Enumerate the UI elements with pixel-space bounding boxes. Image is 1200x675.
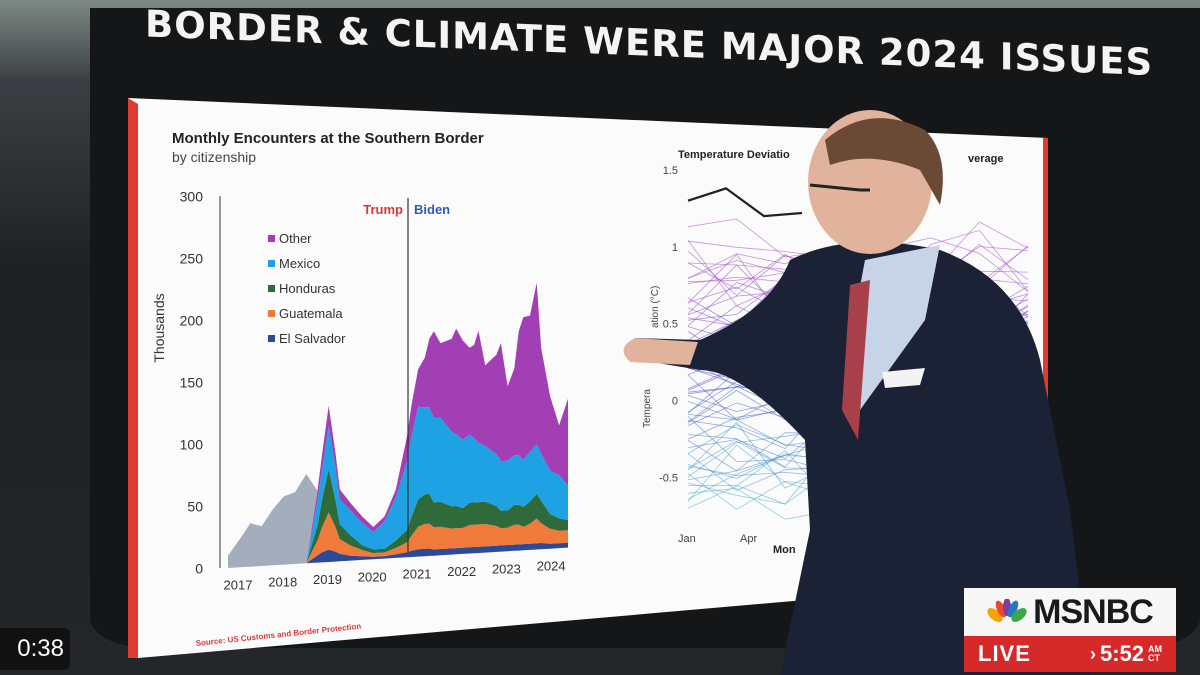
live-time-group: › 5:52 AM CT (1090, 641, 1162, 667)
live-label: LIVE (978, 641, 1031, 666)
right-x-tick-label: Jan (678, 533, 696, 545)
am-label: AM (1148, 644, 1162, 654)
left-chart-subtitle: by citizenship (172, 149, 256, 165)
y-tick-label: 250 (180, 250, 204, 266)
right-y-tick-label: -0.5 (659, 472, 678, 484)
presenter-hair (825, 118, 943, 205)
legend-label: El Salvador (279, 331, 346, 346)
annotation-trump: Trump (363, 202, 403, 217)
network-logo: MSNBC (964, 588, 1176, 636)
annotation-biden: Biden (414, 202, 450, 217)
legend-swatch (268, 310, 275, 317)
zone-label: CT (1148, 653, 1160, 663)
video-timer: 0:38 (0, 628, 70, 670)
live-bar: LIVE › 5:52 AM CT (964, 636, 1176, 672)
y-tick-label: 150 (180, 374, 204, 390)
legend-swatch (268, 260, 275, 267)
live-time: 5:52 (1099, 641, 1144, 666)
presenter-tie (842, 280, 870, 440)
right-chart-ylabel-end: ation (°C) (650, 286, 661, 328)
right-y-tick-label: 0.5 (663, 319, 678, 331)
legend-swatch (268, 285, 275, 292)
right-chart-ylabel-start: Tempera (642, 389, 653, 428)
pocket-square (882, 368, 925, 388)
right-y-tick-label: 1.5 (663, 165, 678, 177)
y-tick-label: 50 (187, 498, 203, 514)
right-chart-xlabel: Mon (773, 544, 796, 556)
x-tick-label: 2024 (537, 559, 566, 574)
panel-red-edge-right (1043, 138, 1048, 428)
left-chart-ylabel: Thousands (151, 293, 167, 362)
left-chart-title: Monthly Encounters at the Southern Borde… (172, 130, 484, 147)
right-chart-title: Temperature Deviatio (678, 149, 790, 161)
area-guatemala (228, 512, 568, 568)
x-tick-label: 2020 (358, 569, 387, 584)
presenter-glasses (809, 183, 870, 192)
x-tick-label: 2021 (402, 567, 431, 582)
y-tick-label: 0 (195, 560, 203, 576)
network-name: MSNBC (1033, 592, 1154, 631)
panel-red-edge-left (128, 98, 138, 658)
area-other (228, 282, 568, 568)
msnbc-live-bug: MSNBC LIVE › 5:52 AM CT (964, 588, 1176, 672)
presenter-suit (631, 242, 1090, 675)
time-meridiem: AM CT (1148, 645, 1162, 663)
legend-swatch (268, 335, 275, 342)
y-tick-label: 200 (180, 312, 204, 328)
chevron-right-icon: › (1089, 643, 1096, 664)
right-y-tick-label: 0 (672, 395, 678, 407)
legend-label: Honduras (279, 281, 336, 296)
area-total (228, 282, 568, 568)
x-tick-label: 2023 (492, 561, 521, 576)
legend-label: Other (279, 231, 312, 246)
x-tick-label: 2018 (268, 575, 297, 590)
right-y-tick-label: 1 (672, 242, 678, 254)
x-tick-label: 2019 (313, 572, 342, 587)
right-x-tick-label: Apr (740, 533, 757, 545)
peacock-icon (987, 599, 1027, 622)
legend-label: Guatemala (279, 306, 343, 321)
presenter-shirt (850, 245, 940, 410)
legend-swatch (268, 235, 275, 242)
area-el-salvador (228, 542, 568, 568)
legend-label: Mexico (279, 256, 320, 271)
right-chart-title-tail: verage (968, 153, 1003, 165)
highlight-year-line (687, 187, 803, 218)
y-tick-label: 300 (180, 188, 204, 204)
area-mexico (228, 406, 568, 568)
x-tick-label: 2022 (447, 564, 476, 579)
y-tick-label: 100 (180, 436, 204, 452)
presenter (623, 110, 1090, 675)
area-honduras (228, 469, 568, 568)
x-tick-label: 2017 (224, 577, 253, 592)
presenter-hand (623, 338, 698, 365)
